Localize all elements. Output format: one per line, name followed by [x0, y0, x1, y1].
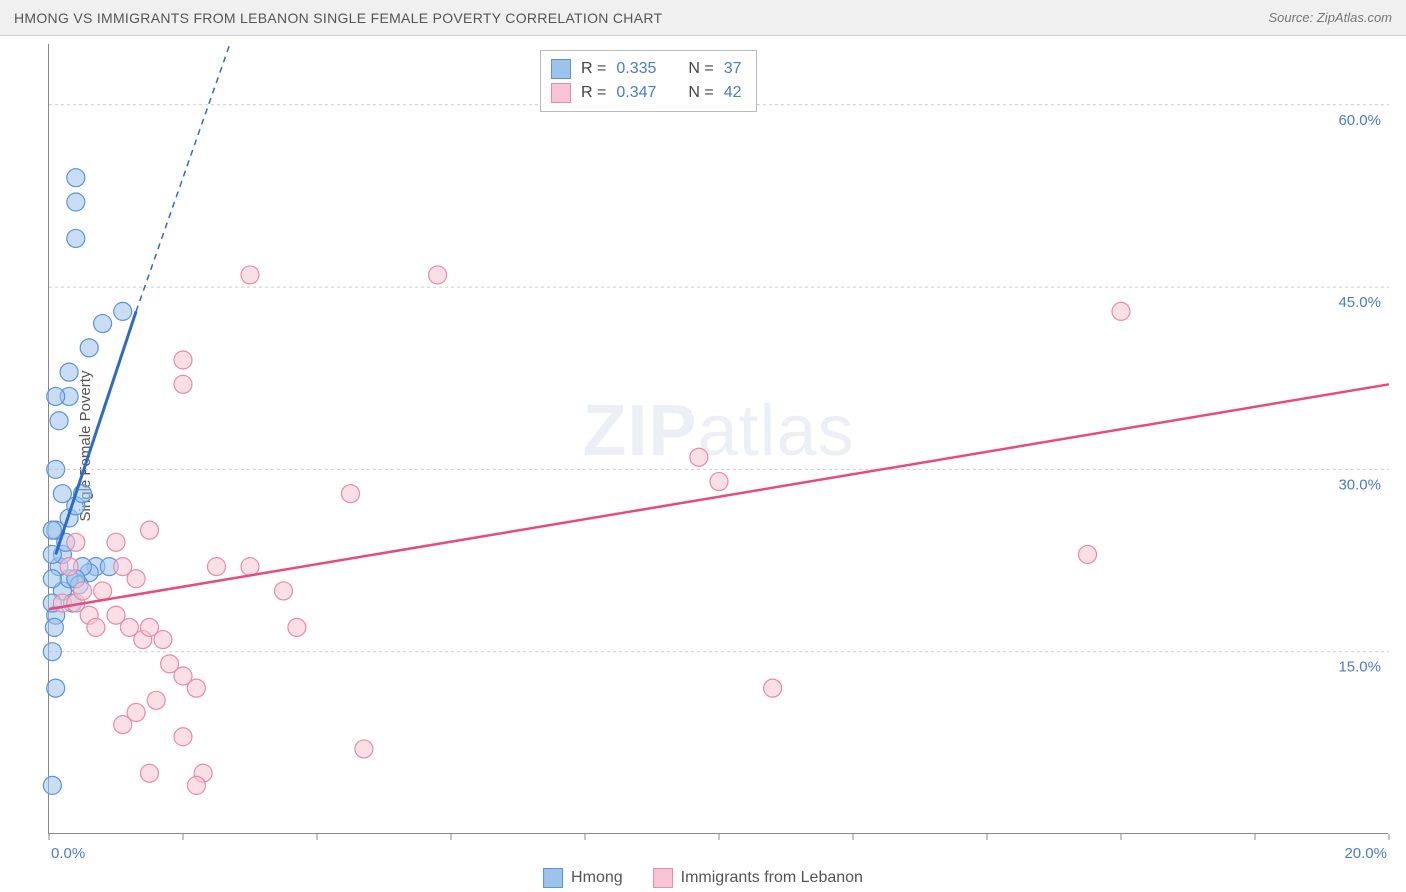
y-tick-label: 30.0%	[1338, 476, 1381, 493]
data-point	[342, 485, 360, 503]
data-point	[429, 266, 447, 284]
data-point	[154, 631, 172, 649]
n-label: N =	[688, 84, 713, 102]
data-point	[67, 193, 85, 211]
data-point	[67, 229, 85, 247]
y-tick-label: 15.0%	[1338, 659, 1381, 676]
data-point	[94, 315, 112, 333]
n-label: N =	[688, 60, 713, 78]
chart-title: HMONG VS IMMIGRANTS FROM LEBANON SINGLE …	[14, 10, 662, 26]
data-point	[43, 521, 61, 539]
data-point	[47, 387, 65, 405]
data-point	[141, 764, 159, 782]
title-bar: HMONG VS IMMIGRANTS FROM LEBANON SINGLE …	[0, 0, 1406, 36]
plot-area: ZIPatlas 15.0%30.0%45.0%60.0%0.0%20.0%	[48, 44, 1388, 834]
r-label: R =	[581, 84, 606, 102]
data-point	[47, 460, 65, 478]
legend-swatch	[551, 83, 571, 103]
y-tick-label: 60.0%	[1338, 112, 1381, 129]
data-point	[60, 363, 78, 381]
data-point	[74, 582, 92, 600]
legend-item: Immigrants from Lebanon	[653, 868, 863, 888]
data-point	[114, 716, 132, 734]
data-point	[45, 618, 63, 636]
stats-legend-box: R = 0.335 N = 37 R = 0.347 N = 42	[540, 50, 757, 112]
data-point	[288, 618, 306, 636]
r-label: R =	[581, 60, 606, 78]
legend-label: Immigrants from Lebanon	[681, 869, 863, 887]
data-point	[690, 448, 708, 466]
data-point	[174, 728, 192, 746]
legend-label: Hmong	[571, 869, 623, 887]
data-point	[107, 533, 125, 551]
data-point	[208, 558, 226, 576]
data-point	[67, 169, 85, 187]
y-tick-label: 45.0%	[1338, 294, 1381, 311]
data-point	[47, 679, 65, 697]
data-point	[50, 412, 68, 430]
source-label: Source: ZipAtlas.com	[1268, 10, 1392, 25]
data-point	[67, 533, 85, 551]
n-value: 37	[724, 60, 742, 78]
data-point	[80, 339, 98, 357]
data-point	[710, 473, 728, 491]
r-value: 0.347	[616, 84, 656, 102]
data-point	[241, 558, 259, 576]
legend-swatch	[543, 868, 563, 888]
data-point	[114, 302, 132, 320]
data-point	[187, 776, 205, 794]
data-point	[275, 582, 293, 600]
n-value: 42	[724, 84, 742, 102]
data-point	[1079, 545, 1097, 563]
legend-swatch	[653, 868, 673, 888]
stats-row: R = 0.335 N = 37	[551, 57, 742, 81]
data-point	[114, 558, 132, 576]
data-point	[174, 375, 192, 393]
data-point	[43, 570, 61, 588]
scatter-plot-svg: 15.0%30.0%45.0%60.0%0.0%20.0%	[49, 44, 1388, 833]
data-point	[43, 776, 61, 794]
data-point	[60, 558, 78, 576]
data-point	[147, 691, 165, 709]
data-point	[241, 266, 259, 284]
data-point	[174, 351, 192, 369]
data-point	[87, 618, 105, 636]
data-point	[764, 679, 782, 697]
data-point	[53, 485, 71, 503]
legend-swatch	[551, 59, 571, 79]
data-point	[43, 643, 61, 661]
x-tick-label: 20.0%	[1344, 845, 1387, 862]
data-point	[355, 740, 373, 758]
x-tick-label: 0.0%	[51, 845, 85, 862]
stats-row: R = 0.347 N = 42	[551, 81, 742, 105]
data-point	[187, 679, 205, 697]
data-point	[141, 521, 159, 539]
data-point	[1112, 302, 1130, 320]
trend-line-dashed	[136, 44, 230, 311]
r-value: 0.335	[616, 60, 656, 78]
data-point	[94, 582, 112, 600]
legend-item: Hmong	[543, 868, 623, 888]
trend-line	[49, 384, 1389, 609]
bottom-legend: Hmong Immigrants from Lebanon	[543, 868, 863, 888]
